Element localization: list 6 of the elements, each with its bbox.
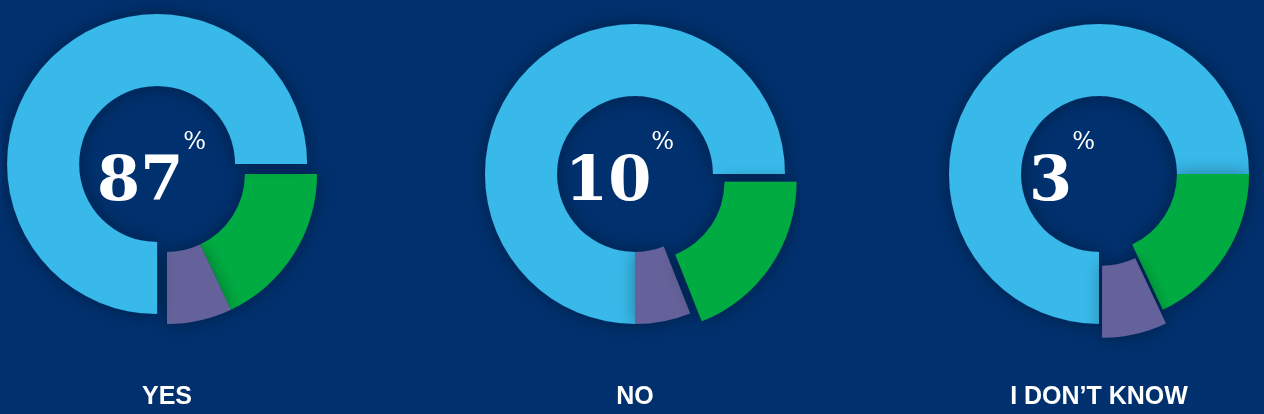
- text: 87%: [97, 127, 207, 215]
- text: I DON’T KNOW: [1010, 380, 1189, 409]
- text: 3%: [1029, 127, 1095, 215]
- text: YES: [141, 380, 193, 409]
- text: NO: [616, 380, 654, 409]
- text: 10%: [565, 127, 675, 215]
